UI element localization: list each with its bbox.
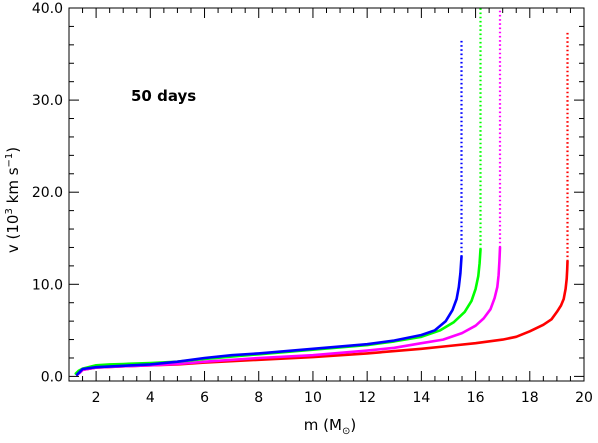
y-tick-label: 30.0 — [32, 93, 63, 109]
x-tick-label: 16 — [467, 390, 485, 406]
x-tick-label: 8 — [254, 390, 263, 406]
series-layer — [74, 8, 569, 376]
x-tick-label: 14 — [412, 390, 430, 406]
x-tick-label: 10 — [304, 390, 322, 406]
y-tick-label: 40.0 — [32, 1, 63, 17]
x-tick-label: 4 — [146, 390, 155, 406]
x-tick-label: 6 — [200, 390, 209, 406]
x-tick-label: 18 — [521, 390, 539, 406]
x-tick-label: 2 — [92, 390, 101, 406]
series-1-solid-line — [75, 259, 569, 376]
series-4-solid-line — [75, 255, 463, 376]
series-2-solid-line — [75, 246, 502, 376]
y-tick-label: 20.0 — [32, 185, 63, 201]
labels-layer: 2 4 6 8 10 12 14 16 18 20 0.0 10.0 20.0 30.0 40.0 — [32, 1, 593, 406]
series-3-solid-line — [74, 248, 482, 375]
x-tick-label: 12 — [358, 390, 376, 406]
y-axis-label: v (103 km s−1) — [4, 147, 22, 253]
y-tick-label: 10.0 — [32, 277, 63, 293]
annotation-text: 50 days — [131, 87, 196, 105]
y-tick-label: 0.0 — [41, 369, 63, 385]
x-axis-label: m (M⊙) — [304, 416, 356, 437]
ticks-layer — [68, 7, 585, 381]
x-tick-label: 20 — [575, 390, 593, 406]
plot-frame — [68, 7, 585, 382]
